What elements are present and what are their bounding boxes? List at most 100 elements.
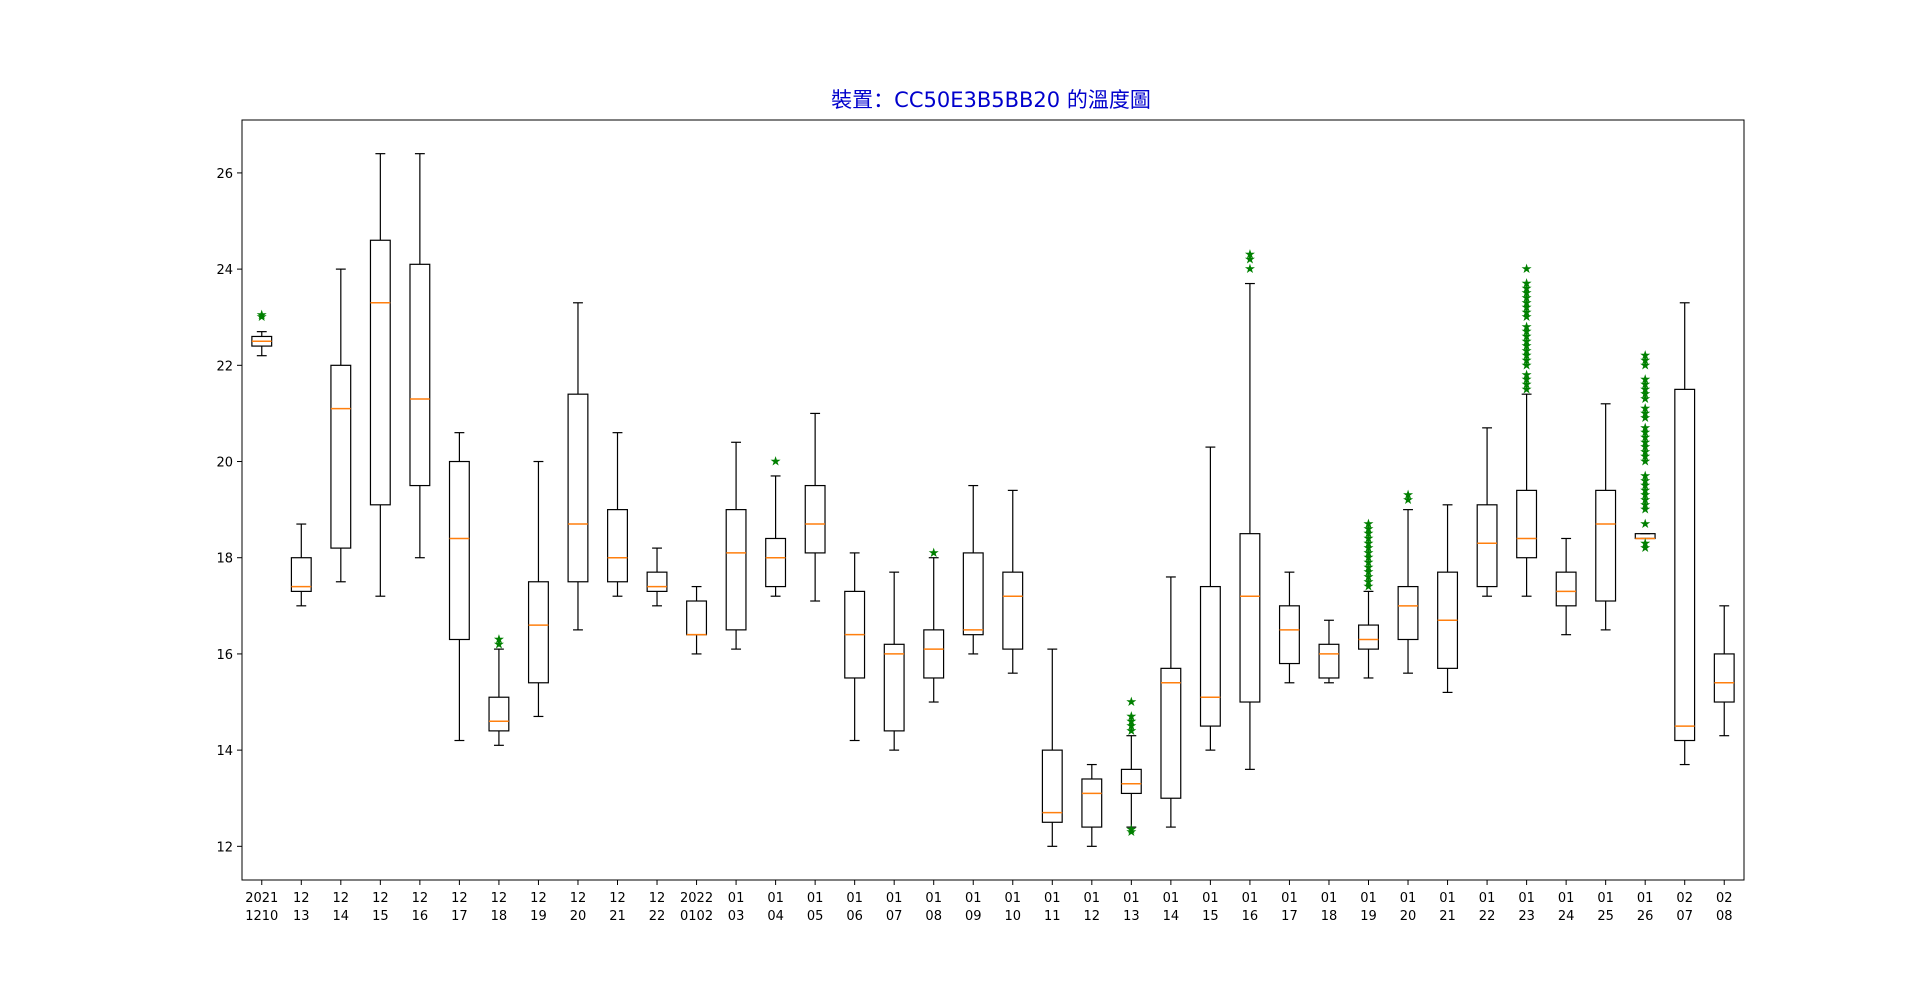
flier-marker: ★ — [1639, 498, 1651, 513]
box-iqr — [527, 581, 549, 684]
flier-marker: ★ — [1521, 382, 1533, 397]
flier-marker: ★ — [1521, 281, 1533, 296]
box-01-14 — [1160, 576, 1182, 828]
box-iqr — [1358, 624, 1379, 650]
x-tick-label: 08 — [1716, 909, 1733, 924]
y-tick-label: 16 — [216, 648, 233, 663]
x-tick-label: 12 — [293, 891, 310, 906]
box-iqr — [686, 600, 708, 636]
y-tick-label: 14 — [216, 744, 233, 759]
box-01-15 — [1199, 446, 1221, 751]
x-tick-label: 2022 — [680, 891, 713, 906]
box-iqr — [1476, 504, 1498, 588]
x-tick-label: 01 — [1479, 891, 1496, 906]
x-tick-label: 06 — [846, 909, 863, 924]
x-tick-label: 11 — [1044, 909, 1061, 924]
flier-marker: ★ — [1521, 378, 1533, 393]
x-tick-label: 01 — [886, 891, 903, 906]
x-tick-label: 15 — [372, 909, 389, 924]
box-12-15 — [369, 153, 391, 597]
flier-marker: ★ — [1126, 695, 1138, 710]
box-12-22 — [646, 547, 668, 607]
box-01-18 — [1318, 619, 1340, 684]
box-01-03 — [725, 441, 747, 650]
box-12-17 — [448, 432, 470, 742]
x-tick-label: 20 — [1400, 909, 1417, 924]
box-2021-1210: ★★ — [251, 308, 273, 357]
x-tick-label: 12 — [451, 891, 468, 906]
flier-marker: ★ — [1363, 527, 1375, 542]
x-tick-label: 01 — [1400, 891, 1417, 906]
x-tick-label: 08 — [925, 909, 942, 924]
box-iqr — [1595, 489, 1617, 602]
x-tick-label: 02 — [1716, 891, 1733, 906]
x-tick-label: 01 — [1044, 891, 1061, 906]
flier-marker: ★ — [1639, 411, 1651, 426]
flier-marker: ★ — [1363, 531, 1375, 546]
x-tick-label: 21 — [609, 909, 626, 924]
box-01-21 — [1437, 504, 1459, 694]
x-tick-label: 13 — [293, 909, 310, 924]
flier-marker: ★ — [1521, 277, 1533, 292]
x-tick-label: 01 — [1202, 891, 1219, 906]
flier-marker: ★ — [1639, 387, 1651, 402]
box-iqr — [290, 557, 312, 592]
flier-marker: ★ — [1639, 469, 1651, 484]
flier-marker: ★ — [1363, 546, 1375, 561]
flier-marker: ★ — [1639, 445, 1651, 460]
box-01-08: ★ — [923, 546, 945, 703]
flier-marker: ★ — [928, 546, 940, 561]
flier-marker: ★ — [256, 310, 268, 325]
x-tick-label: 01 — [1004, 891, 1021, 906]
box-iqr — [567, 393, 589, 583]
flier-marker: ★ — [1521, 344, 1533, 359]
x-tick-label: 01 — [1597, 891, 1614, 906]
x-tick-label: 18 — [491, 909, 508, 924]
x-tick-label: 01 — [767, 891, 784, 906]
x-tick-label: 01 — [846, 891, 863, 906]
x-tick-label: 25 — [1597, 909, 1614, 924]
box-2022-0102 — [686, 585, 708, 655]
x-tick-label: 19 — [530, 909, 547, 924]
x-tick-label: 12 — [649, 891, 666, 906]
x-tick-label: 03 — [728, 909, 745, 924]
box-iqr — [883, 643, 905, 732]
flier-marker: ★ — [1639, 479, 1651, 494]
box-iqr — [448, 460, 470, 641]
flier-marker: ★ — [1639, 536, 1651, 551]
box-01-24 — [1555, 537, 1577, 636]
x-tick-label: 15 — [1202, 909, 1219, 924]
x-tick-label: 01 — [1163, 891, 1180, 906]
flier-marker: ★ — [1521, 262, 1533, 277]
flier-marker: ★ — [1363, 556, 1375, 571]
flier-marker: ★ — [1639, 435, 1651, 450]
box-12-13 — [290, 523, 312, 607]
plot-area: ★★★★★★★★★★★★★★★★★★★★★★★★★★★★★★★★★★★★★★★★… — [251, 153, 1735, 847]
flier-marker: ★ — [1639, 373, 1651, 388]
flier-marker: ★ — [1639, 402, 1651, 417]
flier-marker: ★ — [493, 637, 505, 652]
x-tick-label: 10 — [1004, 909, 1021, 924]
flier-marker: ★ — [1639, 541, 1651, 556]
x-tick-label: 19 — [1360, 909, 1377, 924]
x-tick-label: 14 — [1163, 909, 1180, 924]
flier-marker: ★ — [1521, 334, 1533, 349]
flier-marker: ★ — [1639, 382, 1651, 397]
flier-marker: ★ — [1521, 305, 1533, 320]
flier-marker: ★ — [1639, 354, 1651, 369]
flier-marker: ★ — [1363, 551, 1375, 566]
flier-marker: ★ — [1521, 310, 1533, 325]
flier-marker: ★ — [1363, 565, 1375, 580]
flier-marker: ★ — [1363, 536, 1375, 551]
x-tick-label: 0102 — [680, 909, 713, 924]
flier-marker: ★ — [1126, 825, 1138, 840]
x-tick-label: 21 — [1439, 909, 1456, 924]
box-01-04: ★ — [765, 455, 787, 597]
flier-marker: ★ — [1521, 354, 1533, 369]
flier-marker: ★ — [1363, 580, 1375, 595]
flier-marker: ★ — [770, 455, 782, 470]
box-iqr — [804, 484, 826, 554]
box-12-21 — [607, 432, 628, 597]
flier-marker: ★ — [1521, 325, 1533, 340]
flier-marker: ★ — [1521, 296, 1533, 311]
